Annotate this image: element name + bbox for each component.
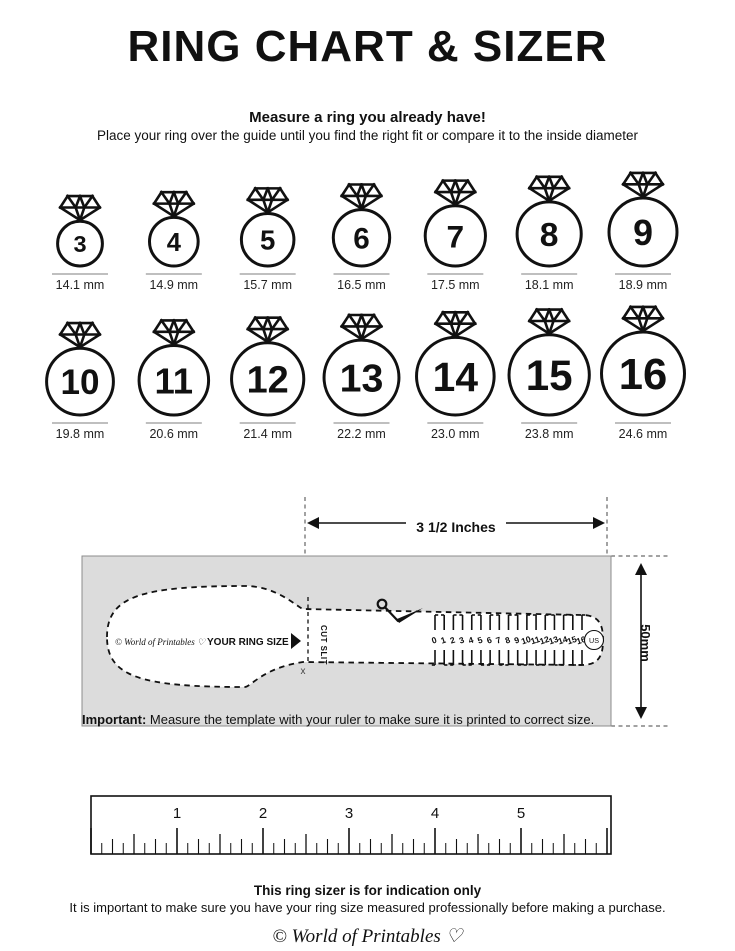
svg-text:YOUR RING SIZE: YOUR RING SIZE (207, 637, 289, 648)
svg-text:© World of Printables ♡: © World of Printables ♡ (115, 637, 206, 647)
svg-text:3: 3 (73, 231, 86, 257)
svg-text:12: 12 (247, 360, 289, 402)
svg-text:14: 14 (433, 354, 479, 400)
svg-text:1: 1 (173, 805, 181, 822)
svg-text:5: 5 (260, 225, 275, 256)
svg-text:2: 2 (259, 805, 267, 822)
svg-text:6: 6 (353, 222, 369, 255)
svg-text:16: 16 (619, 351, 667, 399)
svg-text:7: 7 (447, 218, 465, 254)
svg-text:10: 10 (60, 363, 99, 402)
svg-text:13: 13 (340, 357, 384, 401)
svg-text:4: 4 (431, 805, 439, 822)
svg-text:US: US (589, 636, 599, 645)
svg-text:CUT SLIT: CUT SLIT (319, 625, 328, 665)
svg-text:50mm: 50mm (638, 624, 653, 662)
svg-text:11: 11 (155, 360, 194, 401)
svg-text:8: 8 (540, 217, 559, 254)
svg-text:9: 9 (633, 213, 653, 253)
svg-text:3 1/2 Inches: 3 1/2 Inches (416, 519, 496, 535)
svg-text:5: 5 (517, 805, 525, 822)
svg-text:x: x (301, 666, 306, 677)
svg-text:3: 3 (345, 805, 353, 822)
svg-text:4: 4 (167, 229, 182, 257)
svg-text:15: 15 (526, 352, 573, 399)
